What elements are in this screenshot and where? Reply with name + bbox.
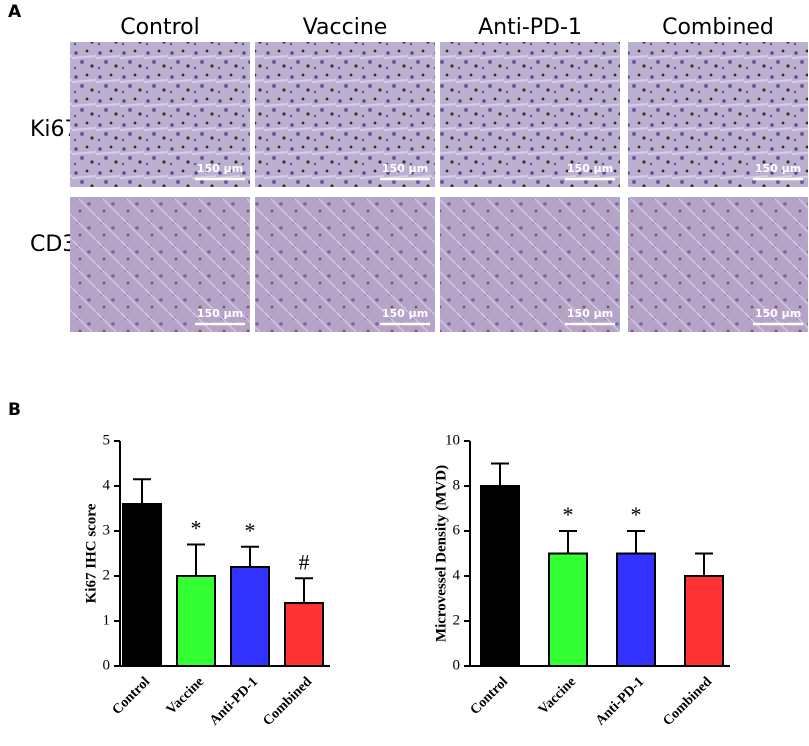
scale-bar-label: 150 µm — [755, 162, 801, 175]
scale-bar-label: 150 µm — [382, 307, 428, 320]
x-tick-label: Combined — [260, 674, 315, 729]
significance-mark: * — [563, 502, 574, 527]
panel-label: B — [8, 400, 21, 420]
micrograph — [70, 197, 250, 332]
bar — [616, 552, 656, 667]
y-tick-label: 4 — [453, 567, 461, 583]
x-tick-label: Control — [468, 674, 512, 718]
column-label: Anti-PD-1 — [478, 15, 582, 40]
bar — [284, 602, 324, 667]
micrograph — [440, 42, 620, 187]
y-tick-label: 2 — [453, 612, 461, 628]
bar — [684, 575, 724, 667]
scale-bar-label: 150 µm — [567, 162, 613, 175]
y-axis-title: Ki67 IHC score — [83, 503, 99, 603]
y-tick-label: 6 — [453, 522, 461, 538]
scale-bar-label: 150 µm — [755, 307, 801, 320]
scale-bar-label: 150 µm — [382, 162, 428, 175]
x-tick-label: Anti-PD-1 — [593, 674, 647, 728]
x-tick-label: Vaccine — [536, 674, 579, 717]
x-tick-label: Anti-PD-1 — [207, 674, 261, 728]
significance-mark: * — [631, 502, 642, 527]
micrograph — [255, 42, 435, 187]
micrograph — [628, 42, 808, 187]
significance-mark: # — [299, 549, 310, 574]
bar — [230, 566, 270, 667]
x-tick-label: Control — [110, 674, 154, 718]
y-axis-title: Microvessel Density (MVD) — [433, 465, 449, 642]
micrograph — [440, 197, 620, 332]
bar — [122, 503, 162, 667]
scale-bar-label: 150 µm — [567, 307, 613, 320]
scale-bar-label: 150 µm — [197, 162, 243, 175]
significance-mark: * — [245, 518, 256, 543]
y-tick-label: 0 — [453, 657, 461, 673]
bar — [480, 485, 520, 667]
bar — [176, 575, 216, 667]
micrograph — [628, 197, 808, 332]
column-label: Control — [120, 15, 200, 40]
panel-label: A — [8, 2, 22, 22]
column-label: Combined — [662, 15, 774, 40]
y-tick-label: 10 — [445, 432, 460, 448]
y-tick-label: 1 — [103, 612, 111, 628]
micrograph — [255, 197, 435, 332]
scale-bar-label: 150 µm — [197, 307, 243, 320]
micrograph — [70, 42, 250, 187]
y-tick-label: 5 — [103, 432, 111, 448]
y-tick-label: 2 — [103, 567, 111, 583]
bar — [548, 552, 588, 667]
significance-mark: * — [191, 516, 202, 541]
x-tick-label: Vaccine — [164, 674, 207, 717]
column-label: Vaccine — [303, 15, 388, 40]
y-tick-label: 8 — [453, 477, 461, 493]
y-tick-label: 0 — [103, 657, 111, 673]
x-tick-label: Combined — [660, 674, 715, 729]
y-tick-label: 3 — [103, 522, 111, 538]
y-tick-label: 4 — [103, 477, 111, 493]
